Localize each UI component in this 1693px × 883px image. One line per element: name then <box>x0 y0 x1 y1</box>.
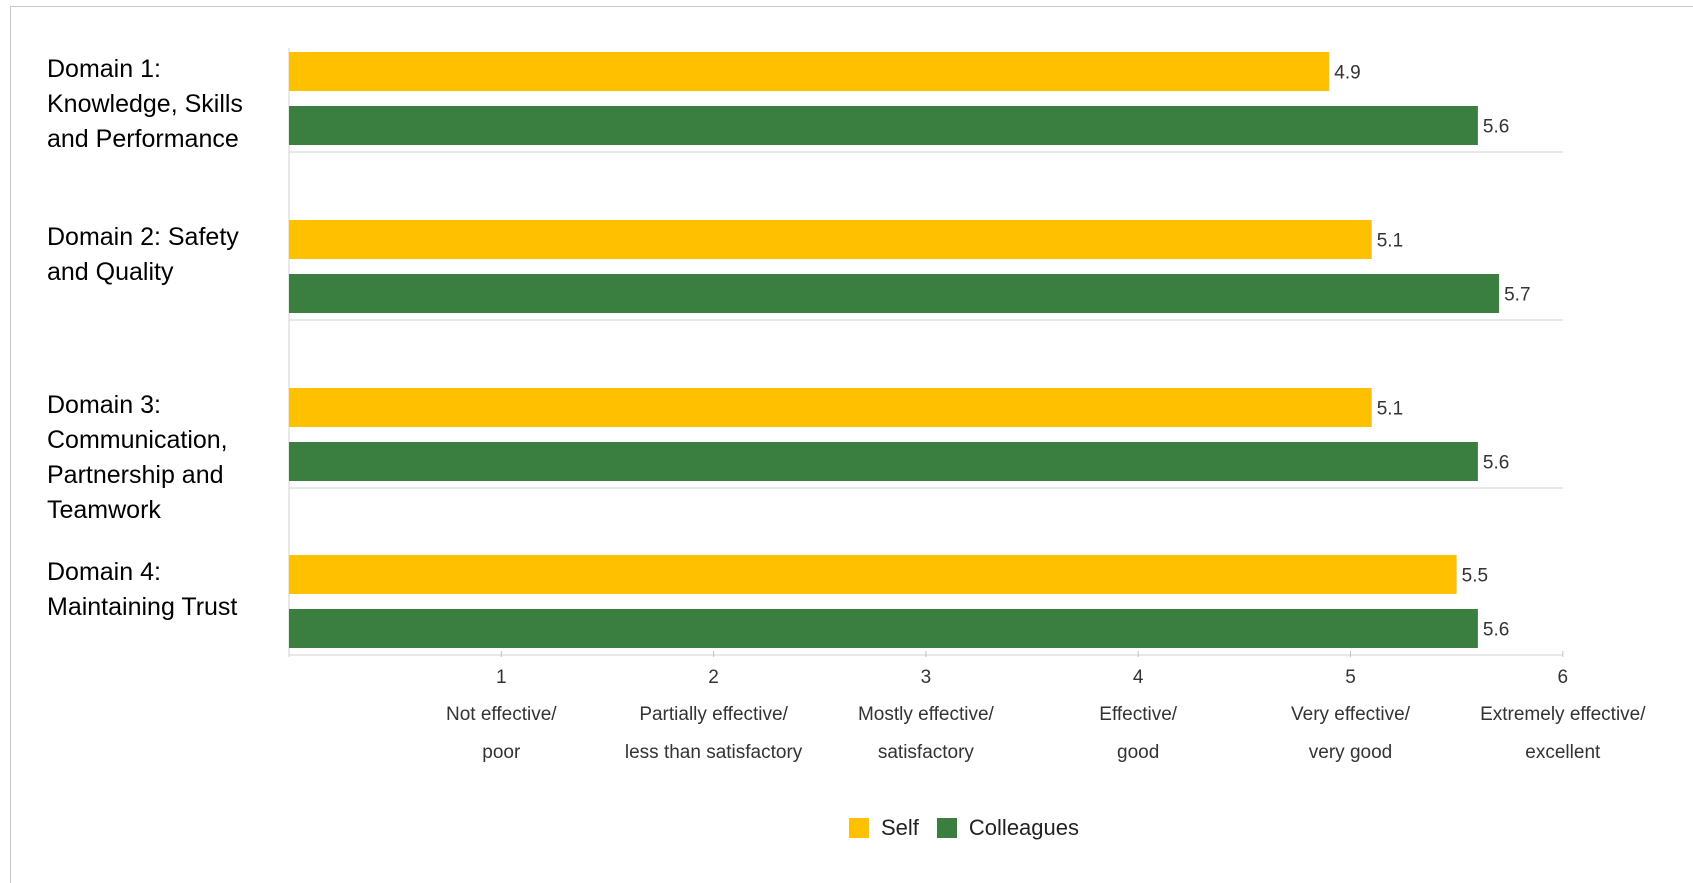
category-label-line: Domain 4: <box>47 558 161 586</box>
bar-colleagues-domain-3 <box>289 442 1478 481</box>
category-label-line: Domain 1: <box>47 55 161 83</box>
category-label-line: Partnership and <box>47 461 224 489</box>
x-tick-label-1-line2: poor <box>482 742 521 763</box>
x-tick-number-1: 1 <box>496 667 507 688</box>
category-label-domain-4: Domain 4: Maintaining Trust <box>47 555 287 625</box>
data-label-self-domain-2: 5.1 <box>1377 231 1403 252</box>
category-label-domain-1: Domain 1: Knowledge, Skills and Performanc… <box>47 52 287 157</box>
category-label-line: and Performance <box>47 125 239 153</box>
x-tick-number-2: 2 <box>708 667 719 688</box>
bar-self-domain-2 <box>289 220 1372 259</box>
bar-colleagues-domain-1 <box>289 106 1478 145</box>
legend-label-self: Self <box>881 815 919 840</box>
bar-colleagues-domain-4 <box>289 609 1478 648</box>
category-label-line: Maintaining Trust <box>47 593 238 621</box>
legend: Self Colleagues <box>849 815 1097 841</box>
data-label-colleagues-domain-3: 5.6 <box>1483 453 1509 474</box>
x-tick-label-4-line2: good <box>1117 742 1159 763</box>
x-tick-label-2-line1: Partially effective/ <box>639 704 788 725</box>
category-label-line: Domain 3: <box>47 391 161 419</box>
bar-self-domain-1 <box>289 52 1330 91</box>
legend-label-colleagues: Colleagues <box>968 815 1079 840</box>
x-tick-label-5-line1: Very effective/ <box>1291 704 1411 725</box>
x-tick-number-5: 5 <box>1345 667 1356 688</box>
legend-item-colleagues: Colleagues <box>936 815 1079 841</box>
category-label-line: Communication, <box>47 426 228 454</box>
category-label-line: Teamwork <box>47 496 161 524</box>
data-label-self-domain-1: 4.9 <box>1334 63 1360 84</box>
category-label-domain-3: Domain 3: Communication, Partnership and Te… <box>47 388 287 528</box>
legend-swatch-self <box>849 818 869 838</box>
x-tick-label-2-line2: less than satisfactory <box>625 742 803 763</box>
x-tick-number-6: 6 <box>1558 667 1569 688</box>
category-label-line: and Quality <box>47 258 174 286</box>
data-label-self-domain-4: 5.5 <box>1462 566 1488 587</box>
x-tick-number-4: 4 <box>1133 667 1144 688</box>
x-tick-number-3: 3 <box>921 667 932 688</box>
category-label-line: Knowledge, Skills <box>47 90 243 118</box>
data-label-colleagues-domain-4: 5.6 <box>1483 620 1509 641</box>
x-tick-label-4-line1: Effective/ <box>1099 704 1178 725</box>
x-tick-label-6-line1: Extremely effective/ <box>1480 704 1646 725</box>
x-tick-label-6-line2: excellent <box>1525 742 1601 763</box>
legend-swatch-colleagues <box>936 818 957 838</box>
legend-item-self: Self <box>849 815 919 841</box>
x-tick-label-1-line1: Not effective/ <box>446 704 557 725</box>
category-label-domain-2: Domain 2: Safety and Quality <box>47 220 287 290</box>
bar-self-domain-3 <box>289 388 1372 427</box>
data-label-colleagues-domain-1: 5.6 <box>1483 117 1509 138</box>
data-label-colleagues-domain-2: 5.7 <box>1504 285 1530 306</box>
category-label-line: Domain 2: Safety <box>47 223 239 251</box>
x-tick-label-3-line2: satisfactory <box>878 742 975 763</box>
x-tick-label-3-line1: Mostly effective/ <box>858 704 995 725</box>
bar-self-domain-4 <box>289 555 1457 594</box>
x-tick-label-5-line2: very good <box>1309 742 1392 763</box>
data-label-self-domain-3: 5.1 <box>1377 399 1403 420</box>
bar-colleagues-domain-2 <box>289 274 1500 313</box>
